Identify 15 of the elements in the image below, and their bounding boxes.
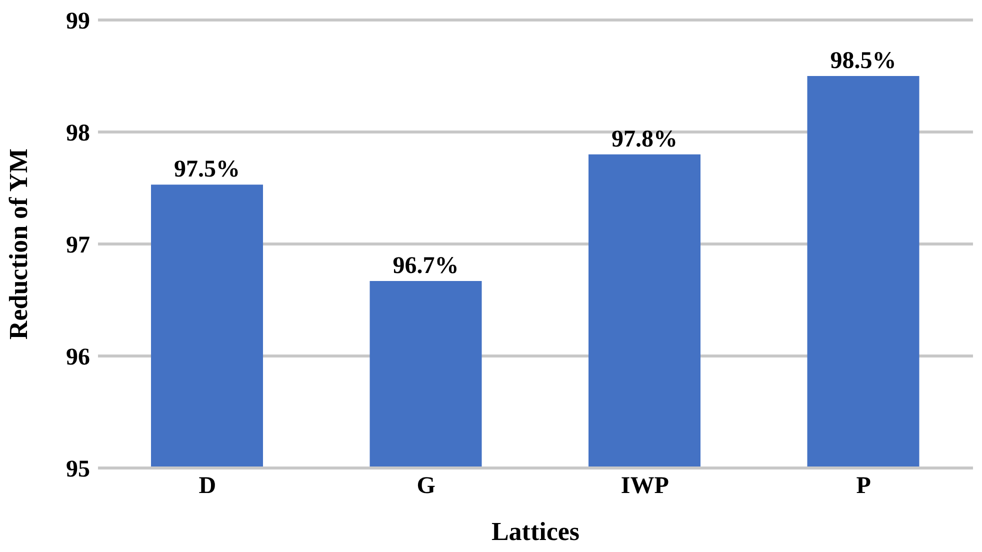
- x-axis-title: Lattices: [491, 517, 580, 546]
- y-axis-title: Reduction of YM: [4, 148, 34, 340]
- data-label: 98.5%: [830, 48, 896, 74]
- y-tick-label: 95: [66, 456, 90, 483]
- data-label: 97.5%: [174, 156, 240, 183]
- y-tick-label: 98: [66, 120, 90, 147]
- x-tick-label: IWP: [620, 473, 669, 500]
- data-label: 96.7%: [392, 252, 459, 279]
- y-tick-label: 97: [66, 232, 90, 259]
- y-tick-label: 96: [66, 344, 90, 371]
- x-tick-label: P: [856, 473, 871, 500]
- data-label: 97.8%: [612, 126, 678, 152]
- x-tick-label: D: [198, 473, 216, 500]
- y-tick-label: 99: [66, 8, 90, 35]
- x-tick-label: G: [416, 473, 436, 500]
